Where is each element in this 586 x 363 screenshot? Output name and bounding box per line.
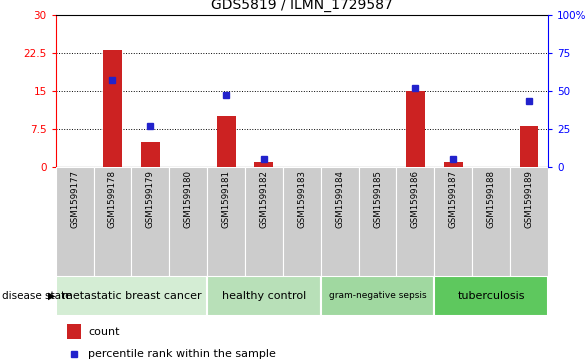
Text: percentile rank within the sample: percentile rank within the sample — [88, 349, 276, 359]
Bar — [56, 167, 94, 276]
Text: metastatic breast cancer: metastatic breast cancer — [62, 291, 201, 301]
Bar — [169, 167, 207, 276]
Text: disease state: disease state — [2, 291, 71, 301]
Bar — [397, 167, 434, 276]
Bar — [207, 167, 245, 276]
Bar — [245, 167, 283, 276]
Text: ▶: ▶ — [48, 291, 56, 301]
Bar — [406, 91, 425, 167]
Bar — [472, 167, 510, 276]
Text: GSM1599187: GSM1599187 — [449, 170, 458, 228]
Bar — [131, 167, 169, 276]
Bar — [444, 162, 463, 167]
Bar — [510, 167, 548, 276]
Bar — [359, 167, 397, 276]
Bar — [520, 126, 539, 167]
Bar — [141, 142, 160, 167]
Text: GSM1599189: GSM1599189 — [524, 170, 533, 228]
Text: tuberculosis: tuberculosis — [457, 291, 525, 301]
Bar — [103, 50, 122, 167]
Bar — [434, 167, 472, 276]
Text: GSM1599179: GSM1599179 — [146, 170, 155, 228]
Text: gram-negative sepsis: gram-negative sepsis — [329, 291, 427, 300]
Title: GDS5819 / ILMN_1729587: GDS5819 / ILMN_1729587 — [211, 0, 393, 12]
Bar — [217, 116, 236, 167]
Bar — [283, 167, 321, 276]
Bar — [321, 167, 359, 276]
Bar — [94, 167, 131, 276]
Text: GSM1599188: GSM1599188 — [486, 170, 496, 228]
Text: GSM1599182: GSM1599182 — [260, 170, 268, 228]
Bar — [207, 276, 321, 316]
Bar — [67, 324, 81, 339]
Text: GSM1599184: GSM1599184 — [335, 170, 344, 228]
Bar — [434, 276, 548, 316]
Bar — [321, 276, 434, 316]
Text: GSM1599181: GSM1599181 — [222, 170, 230, 228]
Text: GSM1599186: GSM1599186 — [411, 170, 420, 228]
Text: GSM1599177: GSM1599177 — [70, 170, 79, 228]
Text: GSM1599178: GSM1599178 — [108, 170, 117, 228]
Bar — [254, 162, 274, 167]
Text: GSM1599180: GSM1599180 — [183, 170, 193, 228]
Text: GSM1599185: GSM1599185 — [373, 170, 382, 228]
Text: healthy control: healthy control — [222, 291, 306, 301]
Text: count: count — [88, 327, 120, 337]
Text: GSM1599183: GSM1599183 — [297, 170, 306, 228]
Bar — [56, 276, 207, 316]
